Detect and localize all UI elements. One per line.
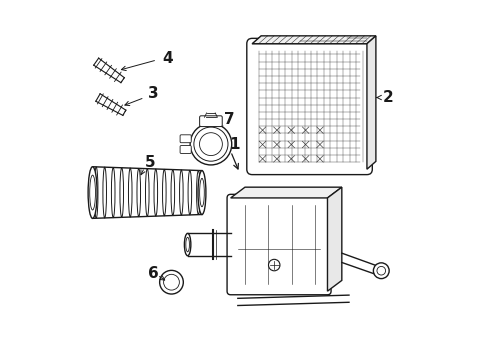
Ellipse shape: [184, 233, 191, 256]
Ellipse shape: [103, 167, 106, 218]
Ellipse shape: [90, 175, 96, 210]
Circle shape: [190, 123, 232, 165]
Ellipse shape: [198, 171, 206, 215]
Circle shape: [269, 259, 280, 271]
FancyBboxPatch shape: [199, 116, 222, 127]
FancyBboxPatch shape: [247, 39, 372, 175]
Ellipse shape: [128, 168, 132, 217]
Ellipse shape: [186, 237, 190, 252]
Ellipse shape: [154, 169, 158, 216]
Text: 4: 4: [163, 50, 173, 66]
Polygon shape: [252, 36, 376, 44]
Polygon shape: [367, 36, 376, 169]
Circle shape: [194, 127, 228, 161]
Ellipse shape: [199, 178, 204, 207]
Text: 5: 5: [145, 154, 155, 170]
Ellipse shape: [163, 169, 166, 216]
Circle shape: [373, 263, 389, 279]
Ellipse shape: [95, 167, 98, 219]
Text: 2: 2: [383, 90, 394, 105]
Ellipse shape: [188, 170, 192, 215]
Text: 6: 6: [148, 266, 159, 281]
Text: 3: 3: [148, 86, 159, 102]
Text: 7: 7: [223, 112, 234, 126]
FancyBboxPatch shape: [180, 135, 191, 143]
Ellipse shape: [88, 167, 97, 219]
Ellipse shape: [111, 167, 115, 218]
FancyBboxPatch shape: [227, 194, 331, 295]
Circle shape: [377, 266, 386, 275]
Ellipse shape: [171, 170, 174, 216]
Ellipse shape: [137, 168, 141, 217]
Circle shape: [160, 270, 183, 294]
Ellipse shape: [120, 168, 123, 217]
Ellipse shape: [196, 171, 200, 215]
Polygon shape: [327, 187, 342, 291]
Ellipse shape: [179, 170, 183, 215]
FancyBboxPatch shape: [180, 145, 191, 153]
Circle shape: [199, 133, 222, 156]
Polygon shape: [231, 187, 342, 198]
Ellipse shape: [146, 169, 149, 216]
Circle shape: [164, 274, 179, 290]
Text: 1: 1: [229, 137, 240, 152]
